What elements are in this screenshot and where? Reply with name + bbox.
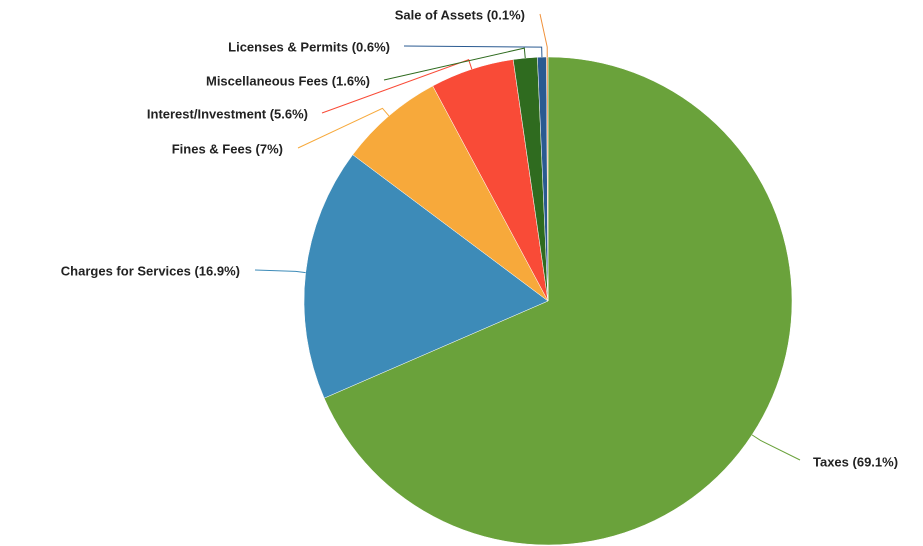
leader-line [254,269,306,274]
pie-slice [323,56,793,546]
leader-line [383,47,526,81]
leader-line [297,107,390,149]
slice-label: Taxes (69.1%) [813,454,898,469]
leader-line [539,13,548,58]
slice-label: Charges for Services (16.9%) [61,263,240,278]
slice-label: Licenses & Permits (0.6%) [228,39,390,54]
pie-slice [303,154,549,399]
slice-label: Sale of Assets (0.1%) [395,7,525,22]
pie-slice [352,85,549,302]
leader-line [321,59,473,114]
slice-label: Interest/Investment (5.6%) [147,106,308,121]
leader-line [403,45,543,58]
slice-label: Fines & Fees (7%) [172,141,283,156]
leader-line [751,434,801,461]
slice-label: Miscellaneous Fees (1.6%) [206,73,370,88]
